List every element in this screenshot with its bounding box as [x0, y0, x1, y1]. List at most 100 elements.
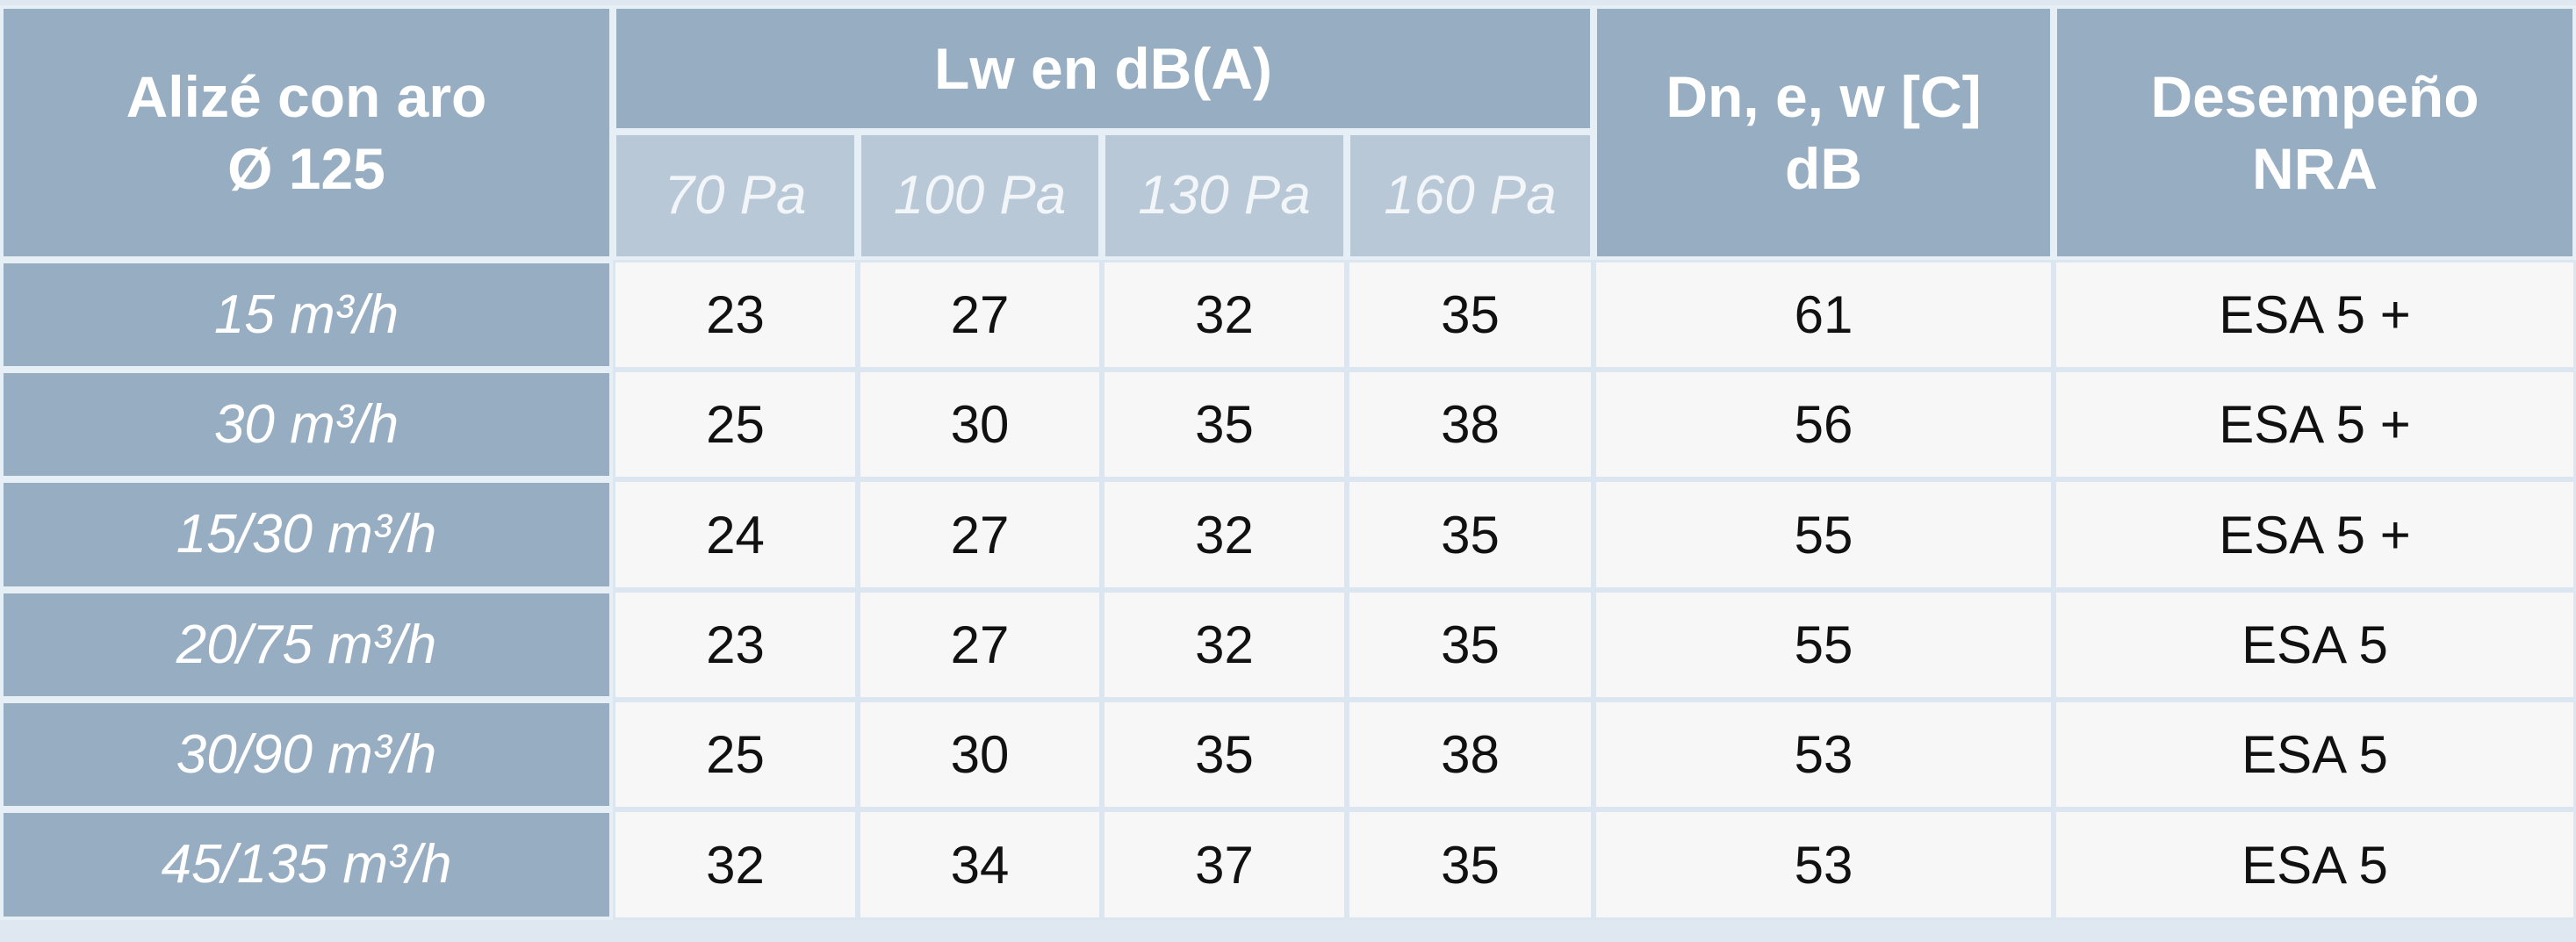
cell-text: NRA [2252, 136, 2378, 201]
cell-text: 34 [950, 835, 1010, 895]
lw-value: 27 [858, 260, 1102, 370]
lw-value: 38 [1347, 700, 1594, 809]
cell-text: 23 [706, 615, 765, 674]
flow-label: 15/30 m³/h [0, 479, 613, 590]
cell-text: 100 Pa [893, 165, 1067, 227]
dn-value: 53 [1594, 700, 2054, 809]
cell-text: 160 Pa [1384, 165, 1557, 227]
cell-text: 15/30 m³/h [176, 504, 437, 565]
attenuation-header: Dn, e, w [C] dB [1594, 5, 2054, 260]
cell-text: 25 [706, 725, 765, 784]
cell-text: 30 m³/h [213, 393, 399, 455]
lw-value: 34 [858, 809, 1102, 920]
cell-text: 25 [706, 395, 765, 454]
cell-text: dB [1785, 136, 1862, 201]
pressure-header: 70 Pa [613, 132, 858, 260]
lw-value: 23 [613, 590, 858, 700]
cell-text: Dn, e, w [C] [1666, 63, 1982, 129]
pressure-header: 100 Pa [858, 132, 1102, 260]
cell-text: ESA 5 [2241, 615, 2388, 674]
lw-value: 25 [613, 700, 858, 809]
lw-value: 25 [613, 370, 858, 479]
cell-text: Desempeño [2150, 63, 2479, 129]
flow-label: 30/90 m³/h [0, 700, 613, 809]
cell-text: 30 [950, 395, 1010, 454]
cell-text: 20/75 m³/h [176, 614, 437, 675]
lw-value: 27 [858, 479, 1102, 590]
lw-value: 23 [613, 260, 858, 370]
cell-text: 35 [1441, 285, 1500, 344]
lw-value: 30 [858, 370, 1102, 479]
cell-text: ESA 5 + [2219, 505, 2411, 564]
flow-label: 15 m³/h [0, 260, 613, 370]
cell-text: 32 [1195, 285, 1254, 344]
lw-value: 35 [1347, 260, 1594, 370]
cell-text: 35 [1441, 615, 1500, 674]
nra-value: ESA 5 + [2054, 479, 2576, 590]
nra-value: ESA 5 + [2054, 370, 2576, 479]
lw-value: 27 [858, 590, 1102, 700]
group-header: Lw en dB(A) [613, 5, 1594, 132]
cell-text: 32 [1195, 505, 1254, 564]
nra-value: ESA 5 [2054, 700, 2576, 809]
pressure-header: 130 Pa [1102, 132, 1347, 260]
cell-text: 27 [950, 505, 1010, 564]
cell-text: 61 [1794, 285, 1853, 344]
dn-value: 55 [1594, 479, 2054, 590]
cell-text: 30/90 m³/h [176, 723, 437, 785]
cell-text: 55 [1794, 615, 1853, 674]
cell-text: 38 [1441, 725, 1500, 784]
dn-value: 55 [1594, 590, 2054, 700]
cell-text: 23 [706, 285, 765, 344]
lw-value: 35 [1102, 370, 1347, 479]
cell-text: ESA 5 [2241, 835, 2388, 895]
flow-label: 45/135 m³/h [0, 809, 613, 920]
lw-value: 37 [1102, 809, 1347, 920]
lw-value: 35 [1347, 590, 1594, 700]
cell-text: 24 [706, 505, 765, 564]
cell-text: 38 [1441, 395, 1500, 454]
lw-value: 35 [1347, 809, 1594, 920]
cell-text: 15 m³/h [213, 284, 399, 345]
cell-text: 27 [950, 615, 1010, 674]
row-label-header: Alizé con aro Ø 125 [0, 5, 613, 260]
cell-text: 32 [1195, 615, 1254, 674]
performance-header: Desempeño NRA [2054, 5, 2576, 260]
cell-text: 56 [1794, 395, 1853, 454]
dn-value: 61 [1594, 260, 2054, 370]
lw-value: 32 [613, 809, 858, 920]
lw-value: 32 [1102, 590, 1347, 700]
cell-text: 35 [1441, 505, 1500, 564]
lw-value: 24 [613, 479, 858, 590]
cell-text: 35 [1195, 725, 1254, 784]
cell-text: 53 [1794, 725, 1853, 784]
dn-value: 53 [1594, 809, 2054, 920]
lw-value: 30 [858, 700, 1102, 809]
lw-value: 32 [1102, 479, 1347, 590]
cell-text: ESA 5 + [2219, 395, 2411, 454]
cell-text: 70 Pa [664, 165, 807, 227]
cell-text: ESA 5 [2241, 725, 2388, 784]
nra-value: ESA 5 [2054, 809, 2576, 920]
cell-text: 35 [1441, 835, 1500, 895]
cell-text: 35 [1195, 395, 1254, 454]
nra-value: ESA 5 [2054, 590, 2576, 700]
lw-value: 32 [1102, 260, 1347, 370]
cell-text: Ø 125 [227, 136, 385, 201]
cell-text: 32 [706, 835, 765, 895]
cell-text: 37 [1195, 835, 1254, 895]
cell-text: 30 [950, 725, 1010, 784]
cell-text: 27 [950, 285, 1010, 344]
flow-label: 20/75 m³/h [0, 590, 613, 700]
lw-value: 38 [1347, 370, 1594, 479]
flow-label: 30 m³/h [0, 370, 613, 479]
cell-text: Lw en dB(A) [934, 35, 1272, 101]
cell-text: ESA 5 + [2219, 285, 2411, 344]
pressure-header: 160 Pa [1347, 132, 1594, 260]
lw-value: 35 [1102, 700, 1347, 809]
dn-value: 56 [1594, 370, 2054, 479]
cell-text: 45/135 m³/h [161, 834, 452, 895]
cell-text: 130 Pa [1138, 165, 1311, 227]
cell-text: Alizé con aro [126, 63, 487, 129]
